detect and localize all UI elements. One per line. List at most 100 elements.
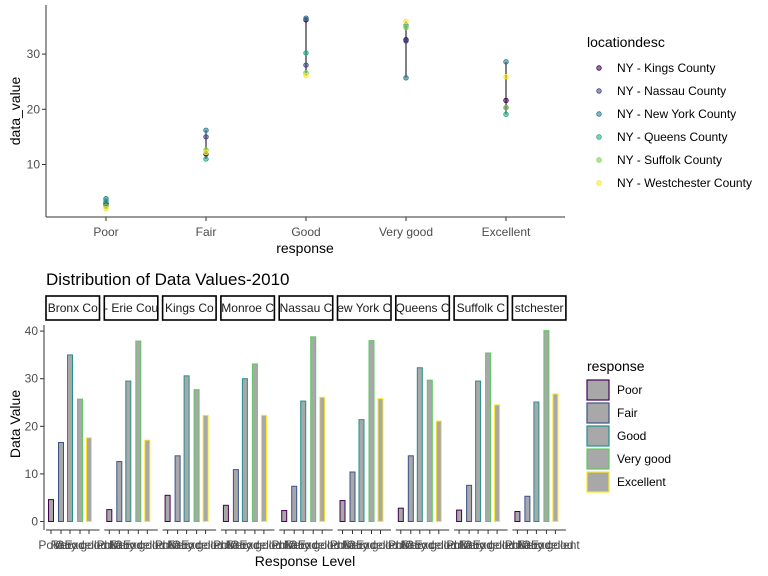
x-tick-label: Fair — [459, 538, 480, 552]
data-point — [503, 104, 509, 111]
bar — [232, 469, 239, 522]
facet-strip-label: - Erie Cou — [104, 301, 158, 315]
x-tick-label: Poor — [272, 538, 297, 552]
bar — [319, 396, 326, 523]
legend-label: Good — [617, 429, 646, 443]
legend-swatch — [586, 448, 610, 470]
legend-swatch — [586, 471, 610, 493]
bar — [164, 494, 171, 523]
facet-strip: Monroe C — [220, 295, 276, 321]
x-tick-label: Very good — [53, 538, 107, 552]
legend-swatch — [596, 111, 602, 117]
data-point — [303, 72, 309, 79]
x-tick-label: Good — [405, 538, 434, 552]
bar — [48, 499, 54, 523]
bar — [67, 354, 73, 522]
facet-strip-box — [220, 295, 276, 321]
x-tick-label: Poor — [330, 538, 355, 552]
legend-label: NY - Nassau County — [617, 84, 726, 98]
x-tick-label: Fair — [517, 538, 538, 552]
legend-swatch — [596, 157, 602, 163]
x-tick-label: Fair — [196, 225, 217, 239]
bar-panel: Distribution of Data Values-2010 0 10 20 30 4… — [7, 270, 671, 569]
bar — [552, 393, 559, 523]
chart-title: Distribution of Data Values-2010 — [46, 270, 290, 289]
x-tick-label: Very good — [461, 538, 515, 552]
data-point — [103, 205, 109, 212]
x-tick-label: Poor — [93, 225, 118, 239]
x-tick-label: Good — [55, 538, 84, 552]
x-tick-label: Fair — [284, 538, 305, 552]
bar — [86, 437, 92, 522]
bar — [251, 363, 258, 522]
data-point — [103, 198, 109, 204]
facet-strip-label: Bronx Co — [48, 301, 98, 315]
y-tick-label: 30 — [27, 47, 41, 61]
facet-strip-label: Monroe C — [221, 301, 274, 315]
facet-strip-label: Kings Co — [165, 301, 214, 315]
bar — [397, 507, 404, 522]
facet-strip-label: Suffolk C — [457, 301, 506, 315]
x-tick-label: Good — [114, 538, 143, 552]
data-point — [503, 74, 509, 80]
y-tick-label: 10 — [25, 467, 39, 481]
bar — [300, 400, 307, 522]
facet-strip-label: ew York C — [337, 301, 391, 315]
x-tick-label: Excellent — [356, 538, 405, 552]
facet-strip-label: stchester — [515, 301, 564, 315]
legend-label: NY - Suffolk County — [617, 153, 722, 167]
bar — [494, 404, 501, 523]
facet-strip: Bronx Co — [45, 295, 101, 321]
bar — [125, 380, 132, 522]
legend-label: NY - Queens County — [617, 130, 728, 144]
bar — [241, 378, 248, 523]
facet-strip-box — [336, 295, 392, 321]
data-point — [503, 111, 509, 117]
bar — [58, 441, 64, 523]
bar — [222, 504, 229, 523]
data-point — [303, 62, 309, 68]
x-tick-label: Poor — [97, 538, 122, 552]
x-tick-label: Excellent — [482, 225, 531, 239]
facet-strip-label: Nassau C — [280, 301, 333, 315]
bar — [435, 420, 442, 522]
facet-strip-box — [453, 295, 509, 321]
legend-label: NY - Westchester County — [617, 176, 752, 190]
x-tick-label: Poor — [213, 538, 238, 552]
x-tick-label: Good — [172, 538, 201, 552]
bar — [543, 330, 550, 522]
bar — [193, 389, 200, 523]
y-tick-label: 20 — [25, 419, 39, 433]
x-tick-label: Excellent — [414, 538, 463, 552]
bar — [77, 398, 83, 522]
x-axis-title: response — [276, 240, 334, 256]
x-tick-label: Fair — [342, 538, 363, 552]
legend-label: NY - Kings County — [617, 61, 716, 75]
x-tick-label: Good — [522, 538, 551, 552]
facet-strip: Nassau C — [278, 295, 334, 321]
x-tick-label: Fair — [51, 538, 72, 552]
legend-label: Fair — [617, 406, 638, 420]
bar — [368, 340, 375, 522]
facet-strip: - Erie Cou — [103, 295, 159, 321]
legend-label: Very good — [617, 452, 671, 466]
x-tick-label: Poor — [38, 538, 63, 552]
x-tick-label: Poor — [155, 538, 180, 552]
x-tick-label: Very good — [286, 538, 340, 552]
bar — [416, 367, 423, 523]
facet-strip: ew York C — [336, 295, 392, 321]
data-point — [403, 24, 409, 31]
x-tick-label: Very good — [111, 538, 165, 552]
bar — [466, 484, 473, 523]
x-tick-label: Good — [347, 538, 376, 552]
legend-label: Poor — [617, 383, 642, 397]
x-tick-label: Fair — [167, 538, 188, 552]
data-point — [403, 18, 409, 25]
facet-strip: Suffolk C — [453, 295, 509, 321]
bar — [485, 352, 492, 522]
y-tick-label: 20 — [27, 102, 41, 116]
data-point — [303, 50, 309, 56]
x-tick-label: Excellent — [181, 538, 230, 552]
x-tick-label: Very good — [170, 538, 224, 552]
